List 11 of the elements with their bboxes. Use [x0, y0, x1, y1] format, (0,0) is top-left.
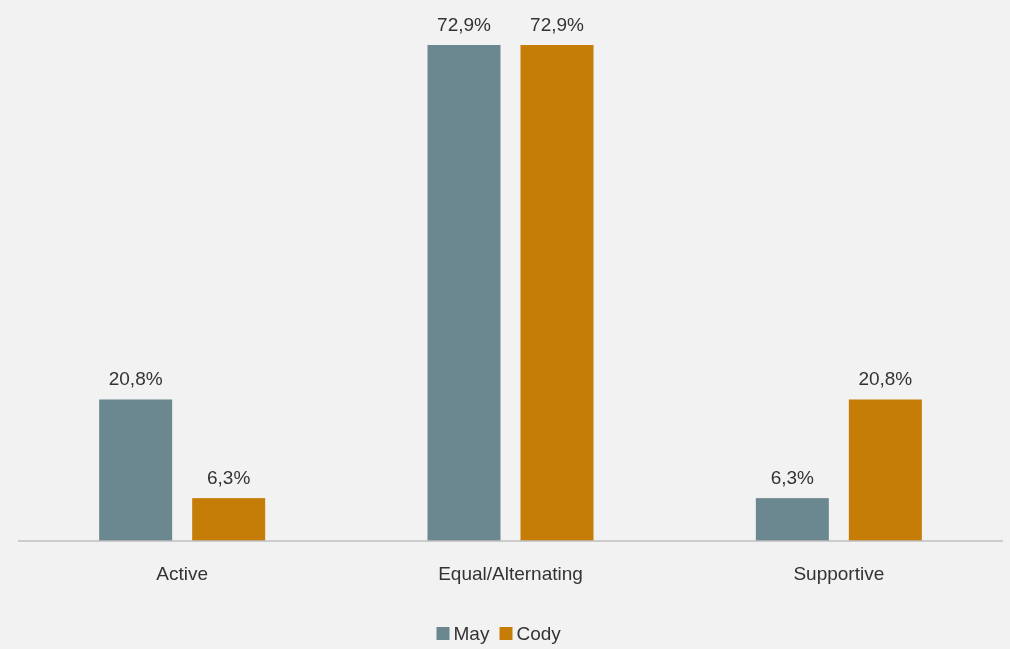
data-label: 72,9%	[530, 14, 585, 35]
x-tick-label: Supportive	[793, 563, 885, 584]
data-label: 20,8%	[108, 368, 163, 390]
x-tick-label: Equal/Alternating	[438, 563, 583, 584]
data-label: 6,3%	[770, 467, 815, 489]
x-tick-label: Active	[156, 563, 209, 584]
legend-label: May	[453, 623, 490, 644]
data-label: 20,8%	[858, 368, 913, 390]
legend-label: Cody	[516, 623, 562, 644]
data-label: 72,9%	[437, 14, 492, 35]
data-label: 6,3%	[207, 467, 251, 489]
